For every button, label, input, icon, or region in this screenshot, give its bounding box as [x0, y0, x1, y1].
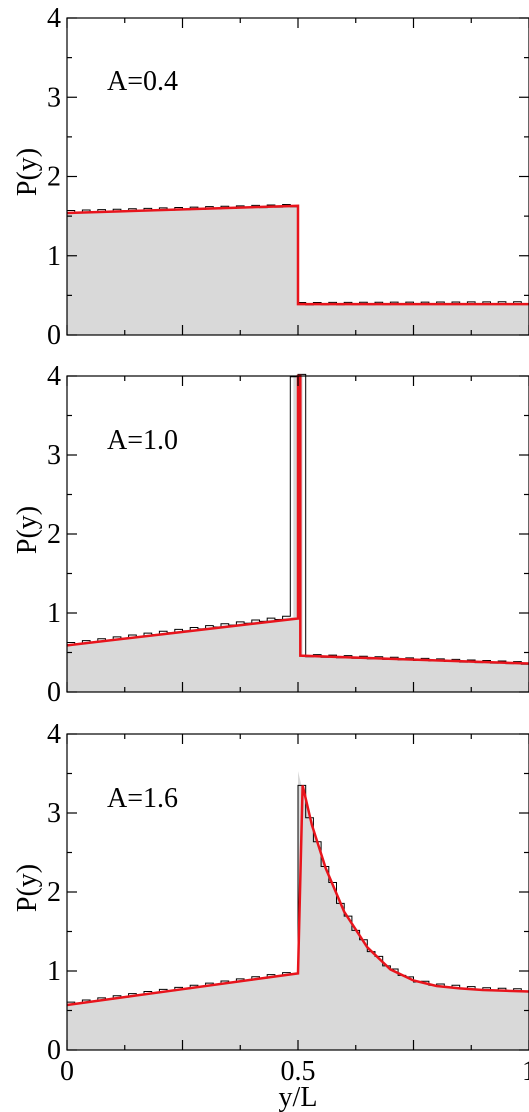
y-tick-label: 1	[47, 598, 61, 629]
x-tick-label: 0	[60, 1056, 74, 1087]
x-axis-label: y/L	[279, 1082, 318, 1112]
x-tick-label: 0.5	[281, 1056, 316, 1087]
panel-a-1-6: A=1.6 P(y) y/L 0 1 2 3 4 0 0.5 1	[12, 719, 529, 1112]
y-tick-label: 0	[47, 320, 61, 351]
panel-label: A=1.6	[107, 783, 178, 814]
panel-label: A=1.0	[107, 425, 178, 456]
panel-a-0-4: A=0.4 P(y) 0 1 2 3 4	[12, 3, 529, 351]
y-tick-label: 2	[47, 162, 61, 193]
y-axis-label: P(y)	[12, 506, 43, 554]
y-tick-label: 4	[47, 719, 61, 750]
x-tick-label: 1	[522, 1056, 529, 1087]
y-tick-label: 1	[47, 241, 61, 272]
y-tick-label: 0	[47, 677, 61, 708]
y-axis-label: P(y)	[12, 148, 43, 196]
panel-a-1-0: A=1.0 P(y) 0 1 2 3 4	[12, 361, 529, 708]
y-tick-label: 4	[47, 3, 61, 34]
y-tick-label: 3	[47, 82, 61, 113]
y-tick-label: 3	[47, 798, 61, 829]
y-tick-label: 3	[47, 440, 61, 471]
y-tick-label: 2	[47, 877, 61, 908]
y-tick-label: 0	[47, 1035, 61, 1066]
fit-line	[66, 204, 529, 306]
y-tick-label: 1	[47, 956, 61, 987]
y-tick-label: 4	[47, 361, 61, 392]
y-tick-label: 2	[47, 519, 61, 550]
y-axis-label: P(y)	[12, 864, 43, 912]
fit-line	[66, 785, 529, 1007]
panel-label: A=0.4	[107, 66, 178, 97]
